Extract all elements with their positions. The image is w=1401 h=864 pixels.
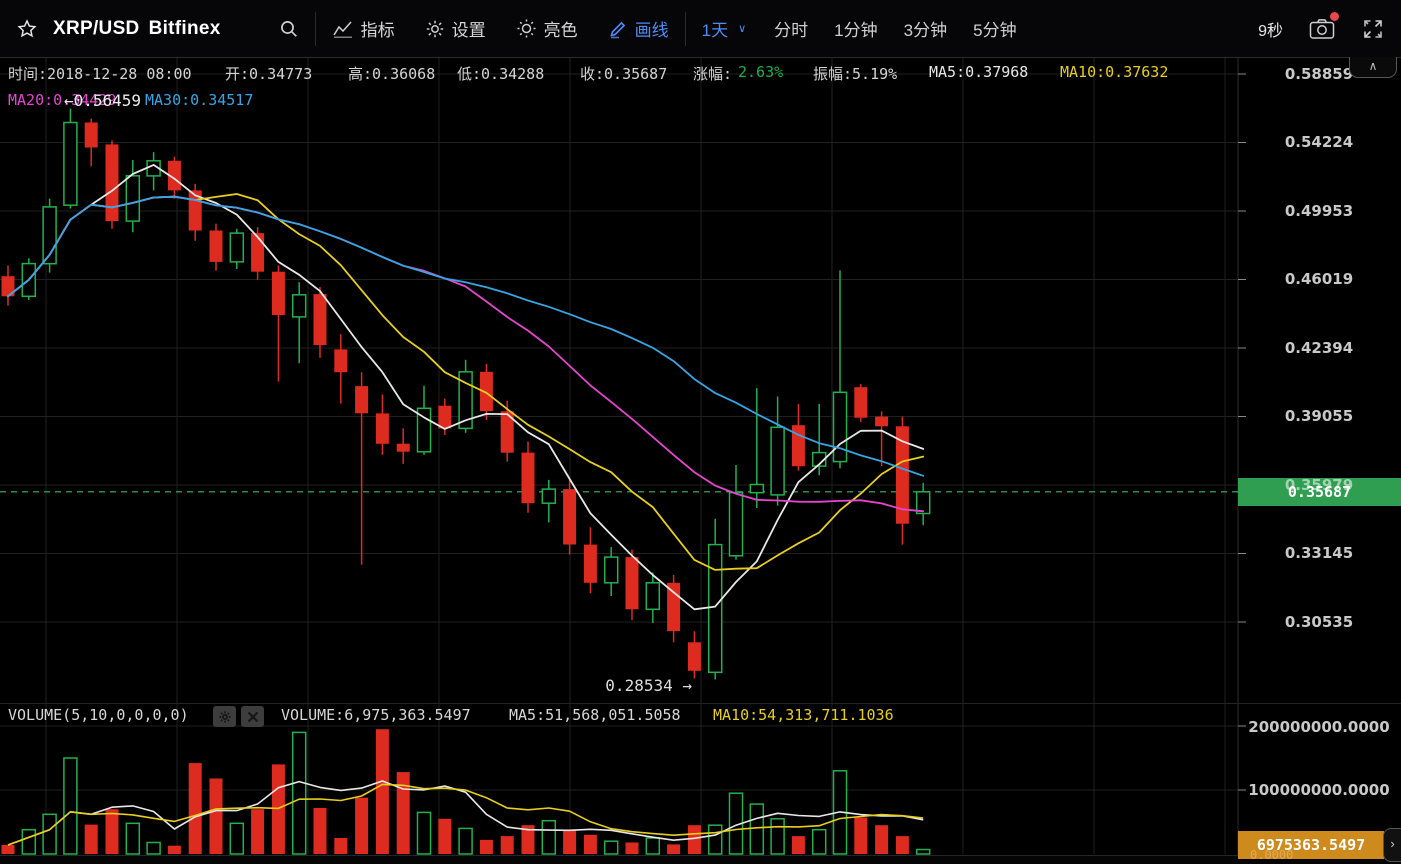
period-tab-1min[interactable]: 1分钟 [834, 21, 878, 40]
price-axis-label: 0.30535 [1284, 613, 1354, 631]
price-axis-label: 0.46019 [1284, 270, 1354, 288]
info-gain-label: 涨幅: [693, 65, 733, 83]
period-selected-label: 1天 [701, 21, 729, 40]
volume-gear-icon [218, 710, 231, 723]
candle-countdown: 9秒 [1258, 22, 1283, 40]
fullscreen-button[interactable] [1361, 17, 1385, 41]
chevron-down-icon: ∨ [738, 23, 747, 35]
collapse-panel-tab[interactable]: ∧ [1349, 57, 1397, 78]
period-tab-3min[interactable]: 3分钟 [903, 21, 948, 40]
price-axis-label: 0.49953 [1284, 202, 1354, 220]
price-axis-label: 0.33145 [1284, 544, 1354, 562]
exchange-title: Bitfinex [148, 17, 221, 39]
info-ma30: MA30:0.34517 [145, 91, 254, 109]
indicators-label: 指标 [360, 21, 395, 40]
volume-axis-label: 200000000.0000 [1248, 718, 1390, 736]
info-ma20: MA20:0.34429 [8, 91, 117, 109]
pencil-icon [608, 19, 628, 39]
light-theme-label: 亮色 [543, 21, 578, 40]
low-price-marker: 0.28534 → [605, 676, 692, 695]
volume-axis-label: 100000000.0000 [1248, 781, 1390, 799]
screenshot-camera-button[interactable] [1309, 11, 1339, 40]
volume-settings-button[interactable] [213, 706, 236, 727]
settings-button[interactable]: 设置 [425, 16, 486, 41]
volume-value: VOLUME:6,975,363.5497 [281, 706, 471, 724]
ohlc-info-bar: 时间:2018-12-28 08:00 开:0.34773 高:0.36068 … [0, 63, 1238, 85]
period-tab-intraday[interactable]: 分时 [774, 21, 809, 40]
high-price-marker: ←0.56459 [64, 91, 142, 110]
info-amplitude: 振幅:5.19% [813, 65, 898, 83]
pane-divider [0, 703, 1401, 704]
price-axis-label: 0.42394 [1284, 339, 1354, 357]
expand-panel-tab[interactable]: › [1383, 828, 1401, 862]
sun-icon [516, 18, 537, 39]
gear-icon [425, 19, 445, 39]
indicators-button[interactable]: 指标 [332, 16, 395, 41]
price-axis-label: 0.39055 [1284, 407, 1354, 425]
info-ma10: MA10:0.37632 [1060, 63, 1169, 81]
volume-close-button[interactable] [241, 706, 264, 727]
indicator-chart-icon [332, 20, 354, 38]
period-dropdown[interactable]: 1天 ∨ [702, 16, 747, 41]
toolbar-divider [314, 11, 316, 46]
draw-line-button[interactable]: 画线 [608, 16, 669, 41]
time-axis-strip [0, 855, 1401, 864]
volume-ma10: MA10:54,313,711.1036 [713, 706, 894, 724]
favorite-star-icon[interactable] [16, 18, 38, 40]
ma-info-bar: MA20:0.34429 ←0.56459 MA30:0.34517 [0, 91, 1238, 113]
light-theme-button[interactable]: 亮色 [516, 16, 578, 41]
info-ma5: MA5:0.37968 [929, 63, 1029, 81]
info-high: 高:0.36068 [348, 65, 436, 83]
symbol-title: XRP/USD [53, 17, 140, 39]
info-gain-value: 2.63% [738, 63, 784, 81]
price-axis-label-ghost: 0.35979 [1284, 476, 1354, 494]
settings-label: 设置 [451, 21, 486, 40]
chevron-up-icon: ∧ [1368, 59, 1378, 73]
volume-axis-zero-ghost: 0.0000 [1250, 848, 1294, 862]
info-close: 收:0.35687 [580, 65, 668, 83]
camera-icon [1309, 18, 1335, 39]
search-icon[interactable] [279, 19, 299, 39]
volume-header: VOLUME(5,10,0,0,0,0) VOLUME:6,975,363.54… [0, 706, 1238, 730]
draw-line-label: 画线 [634, 21, 669, 40]
toolbar: XRP/USD Bitfinex 指标 [0, 0, 1401, 58]
current-volume-badge: 6975363.5497 [1238, 831, 1384, 859]
toolbar-divider [684, 11, 686, 46]
current-price-badge: 0.35687 [1238, 478, 1401, 506]
price-axis-label: 0.54224 [1284, 133, 1354, 151]
price-axis-label: 0.58859 [1284, 65, 1354, 83]
volume-close-icon [247, 711, 258, 722]
notification-dot [1330, 11, 1339, 21]
fullscreen-icon [1364, 19, 1382, 38]
volume-indicator-title: VOLUME(5,10,0,0,0,0) [8, 706, 189, 724]
info-time: 时间:2018-12-28 08:00 [8, 65, 192, 83]
chevron-right-icon: › [1390, 836, 1395, 851]
info-low: 低:0.34288 [457, 65, 545, 83]
volume-ma5: MA5:51,568,051.5058 [509, 706, 681, 724]
period-tab-5min[interactable]: 5分钟 [973, 21, 1017, 40]
info-open: 开:0.34773 [225, 65, 313, 83]
